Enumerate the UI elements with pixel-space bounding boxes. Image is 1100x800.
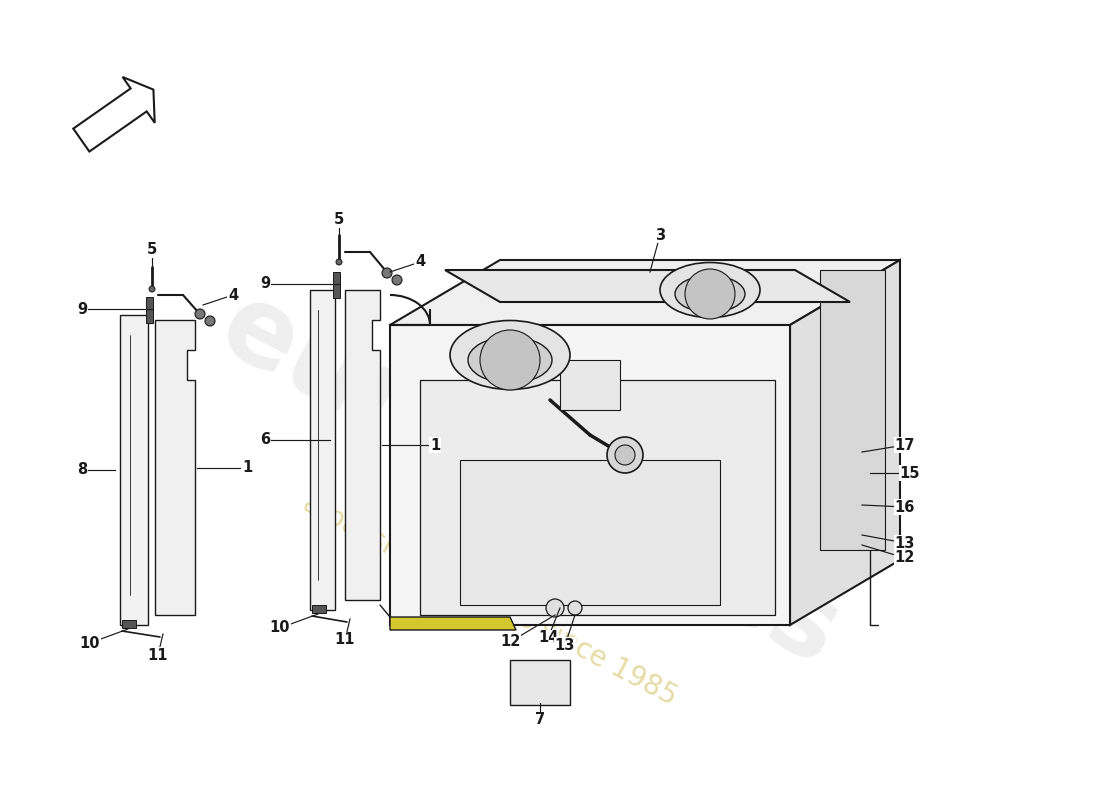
- Polygon shape: [460, 460, 720, 605]
- Circle shape: [382, 268, 392, 278]
- Text: 7: 7: [535, 713, 546, 727]
- Polygon shape: [390, 260, 900, 325]
- Text: 9: 9: [77, 302, 87, 317]
- Polygon shape: [446, 270, 850, 302]
- Circle shape: [195, 309, 205, 319]
- Ellipse shape: [660, 262, 760, 318]
- Polygon shape: [312, 605, 326, 613]
- Text: 14: 14: [538, 630, 558, 646]
- Circle shape: [568, 601, 582, 615]
- Text: 11: 11: [334, 633, 355, 647]
- Polygon shape: [510, 660, 570, 705]
- Text: 17: 17: [894, 438, 915, 453]
- Circle shape: [148, 286, 155, 292]
- Text: 16: 16: [894, 499, 915, 514]
- Polygon shape: [146, 297, 153, 323]
- Text: 5: 5: [334, 213, 344, 227]
- Polygon shape: [345, 290, 379, 600]
- Polygon shape: [560, 360, 620, 410]
- Text: 9: 9: [260, 277, 271, 291]
- Text: 8: 8: [77, 462, 87, 478]
- Circle shape: [205, 316, 214, 326]
- Text: 3: 3: [654, 227, 666, 242]
- Polygon shape: [310, 290, 336, 610]
- Circle shape: [336, 259, 342, 265]
- Circle shape: [546, 599, 564, 617]
- Text: 12: 12: [499, 634, 520, 650]
- Text: 13: 13: [894, 535, 915, 550]
- Text: eurospares: eurospares: [202, 272, 858, 688]
- Circle shape: [615, 445, 635, 465]
- Polygon shape: [120, 315, 148, 625]
- Circle shape: [607, 437, 644, 473]
- Text: a passion for parts since 1985: a passion for parts since 1985: [298, 489, 682, 711]
- Text: 12: 12: [894, 550, 915, 566]
- Text: 13: 13: [554, 638, 575, 653]
- Circle shape: [480, 330, 540, 390]
- Text: 11: 11: [147, 647, 168, 662]
- Text: 4: 4: [415, 254, 425, 270]
- Circle shape: [392, 275, 402, 285]
- Polygon shape: [420, 380, 776, 615]
- Circle shape: [685, 269, 735, 319]
- Text: 4: 4: [228, 287, 238, 302]
- Text: 10: 10: [270, 621, 290, 635]
- Polygon shape: [390, 617, 516, 630]
- Text: 5: 5: [147, 242, 157, 258]
- Ellipse shape: [468, 337, 552, 383]
- Polygon shape: [333, 272, 340, 298]
- Text: 1: 1: [430, 438, 440, 453]
- Polygon shape: [820, 270, 886, 550]
- Text: 6: 6: [260, 433, 271, 447]
- Polygon shape: [122, 620, 136, 628]
- Ellipse shape: [450, 321, 570, 390]
- Polygon shape: [790, 260, 900, 625]
- Ellipse shape: [675, 276, 745, 312]
- Polygon shape: [155, 320, 195, 615]
- Text: 1: 1: [242, 461, 252, 475]
- Text: 15: 15: [900, 466, 921, 481]
- Text: 10: 10: [79, 635, 100, 650]
- Polygon shape: [390, 325, 790, 625]
